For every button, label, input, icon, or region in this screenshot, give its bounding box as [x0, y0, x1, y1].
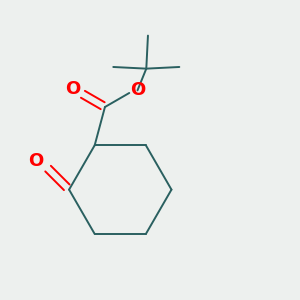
Text: O: O	[65, 80, 80, 98]
Text: O: O	[28, 152, 44, 170]
Text: O: O	[130, 81, 145, 99]
